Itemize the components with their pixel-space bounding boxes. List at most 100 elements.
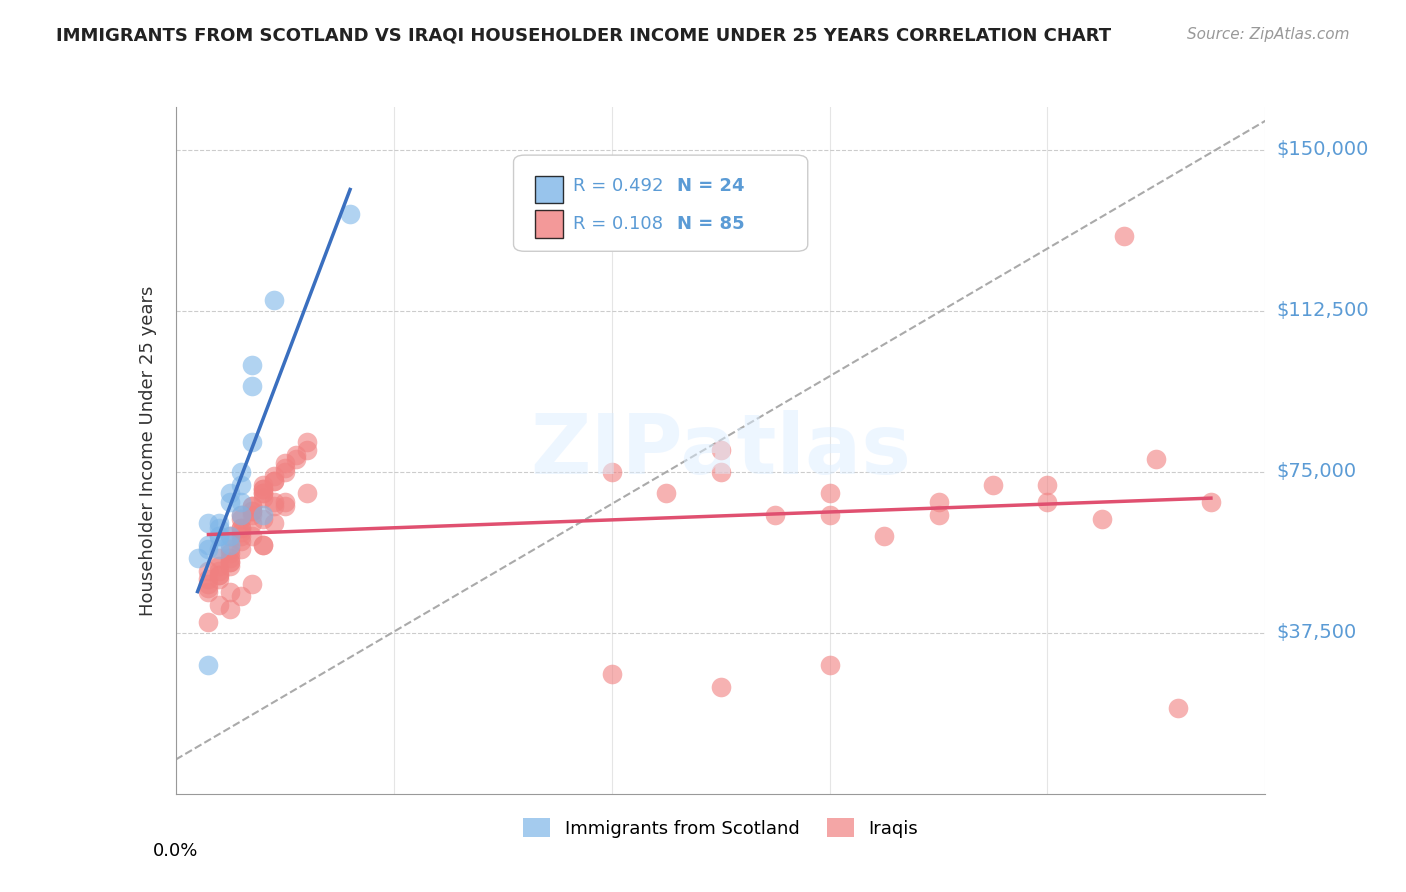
Point bbox=[208, 564, 231, 578]
Point bbox=[240, 500, 263, 514]
FancyBboxPatch shape bbox=[536, 176, 562, 203]
Point bbox=[1036, 495, 1059, 509]
Text: $150,000: $150,000 bbox=[1277, 140, 1369, 160]
Point bbox=[252, 538, 274, 552]
Point bbox=[231, 508, 253, 522]
Point bbox=[600, 666, 623, 681]
Point bbox=[1199, 495, 1222, 509]
Point bbox=[240, 503, 263, 517]
Point bbox=[295, 486, 318, 500]
Point bbox=[1112, 228, 1135, 243]
Point bbox=[252, 486, 274, 500]
Point bbox=[197, 581, 219, 595]
Text: $112,500: $112,500 bbox=[1277, 301, 1369, 320]
Point bbox=[219, 555, 242, 569]
Point bbox=[208, 529, 231, 543]
Point bbox=[208, 568, 231, 582]
Point bbox=[655, 486, 678, 500]
Point bbox=[263, 495, 285, 509]
Point bbox=[219, 602, 242, 616]
Point bbox=[763, 508, 786, 522]
Point bbox=[231, 521, 253, 535]
Point bbox=[240, 379, 263, 393]
Point bbox=[197, 658, 219, 673]
Point bbox=[263, 474, 285, 488]
Point bbox=[240, 529, 263, 543]
Point bbox=[339, 207, 361, 221]
Point bbox=[231, 465, 253, 479]
Point bbox=[231, 478, 253, 492]
Point bbox=[240, 516, 263, 531]
Point bbox=[710, 465, 733, 479]
Point bbox=[231, 529, 253, 543]
Point bbox=[252, 486, 274, 500]
Point bbox=[231, 533, 253, 548]
Point bbox=[231, 495, 253, 509]
Y-axis label: Householder Income Under 25 years: Householder Income Under 25 years bbox=[139, 285, 157, 615]
Point bbox=[197, 538, 219, 552]
Point bbox=[186, 550, 209, 565]
Legend: Immigrants from Scotland, Iraqis: Immigrants from Scotland, Iraqis bbox=[515, 809, 927, 847]
Point bbox=[274, 465, 297, 479]
Point bbox=[252, 491, 274, 505]
Text: N = 24: N = 24 bbox=[678, 177, 745, 195]
Point bbox=[197, 585, 219, 599]
Point bbox=[274, 460, 297, 475]
Point bbox=[252, 482, 274, 496]
Point bbox=[208, 529, 231, 543]
Point bbox=[197, 564, 219, 578]
Point bbox=[928, 508, 950, 522]
Text: IMMIGRANTS FROM SCOTLAND VS IRAQI HOUSEHOLDER INCOME UNDER 25 YEARS CORRELATION : IMMIGRANTS FROM SCOTLAND VS IRAQI HOUSEH… bbox=[56, 27, 1111, 45]
Point bbox=[1167, 701, 1189, 715]
Point bbox=[818, 508, 841, 522]
Point bbox=[818, 486, 841, 500]
Point bbox=[252, 478, 274, 492]
Point bbox=[240, 508, 263, 522]
Point bbox=[295, 443, 318, 458]
Point bbox=[252, 482, 274, 496]
Point bbox=[981, 478, 1004, 492]
Text: 0.0%: 0.0% bbox=[153, 842, 198, 860]
Point bbox=[295, 434, 318, 449]
Point bbox=[231, 524, 253, 539]
Point bbox=[1091, 512, 1114, 526]
Point bbox=[208, 542, 231, 557]
Point bbox=[231, 542, 253, 557]
FancyBboxPatch shape bbox=[513, 155, 808, 252]
Point bbox=[219, 495, 242, 509]
Text: $37,500: $37,500 bbox=[1277, 624, 1357, 642]
Point bbox=[818, 658, 841, 673]
Point bbox=[208, 559, 231, 574]
Point bbox=[274, 500, 297, 514]
Point bbox=[252, 538, 274, 552]
Point bbox=[240, 358, 263, 372]
Point bbox=[231, 521, 253, 535]
Point bbox=[208, 568, 231, 582]
Point bbox=[208, 550, 231, 565]
Text: $75,000: $75,000 bbox=[1277, 462, 1357, 482]
Point bbox=[219, 529, 242, 543]
Point bbox=[208, 516, 231, 531]
Text: Source: ZipAtlas.com: Source: ZipAtlas.com bbox=[1187, 27, 1350, 42]
Point bbox=[197, 542, 219, 557]
Point bbox=[219, 585, 242, 599]
Point bbox=[219, 555, 242, 569]
Point bbox=[263, 293, 285, 308]
Point bbox=[928, 495, 950, 509]
Point bbox=[710, 443, 733, 458]
Point bbox=[219, 486, 242, 500]
Point bbox=[1144, 452, 1167, 467]
Point bbox=[231, 590, 253, 604]
Point bbox=[710, 680, 733, 694]
Point bbox=[873, 529, 896, 543]
Point bbox=[231, 512, 253, 526]
Point bbox=[197, 516, 219, 531]
Point bbox=[240, 500, 263, 514]
Point bbox=[208, 598, 231, 612]
Text: R = 0.108: R = 0.108 bbox=[574, 215, 664, 233]
Point bbox=[284, 452, 307, 467]
Point bbox=[274, 495, 297, 509]
Text: N = 85: N = 85 bbox=[678, 215, 745, 233]
Point bbox=[231, 508, 253, 522]
Point bbox=[208, 521, 231, 535]
